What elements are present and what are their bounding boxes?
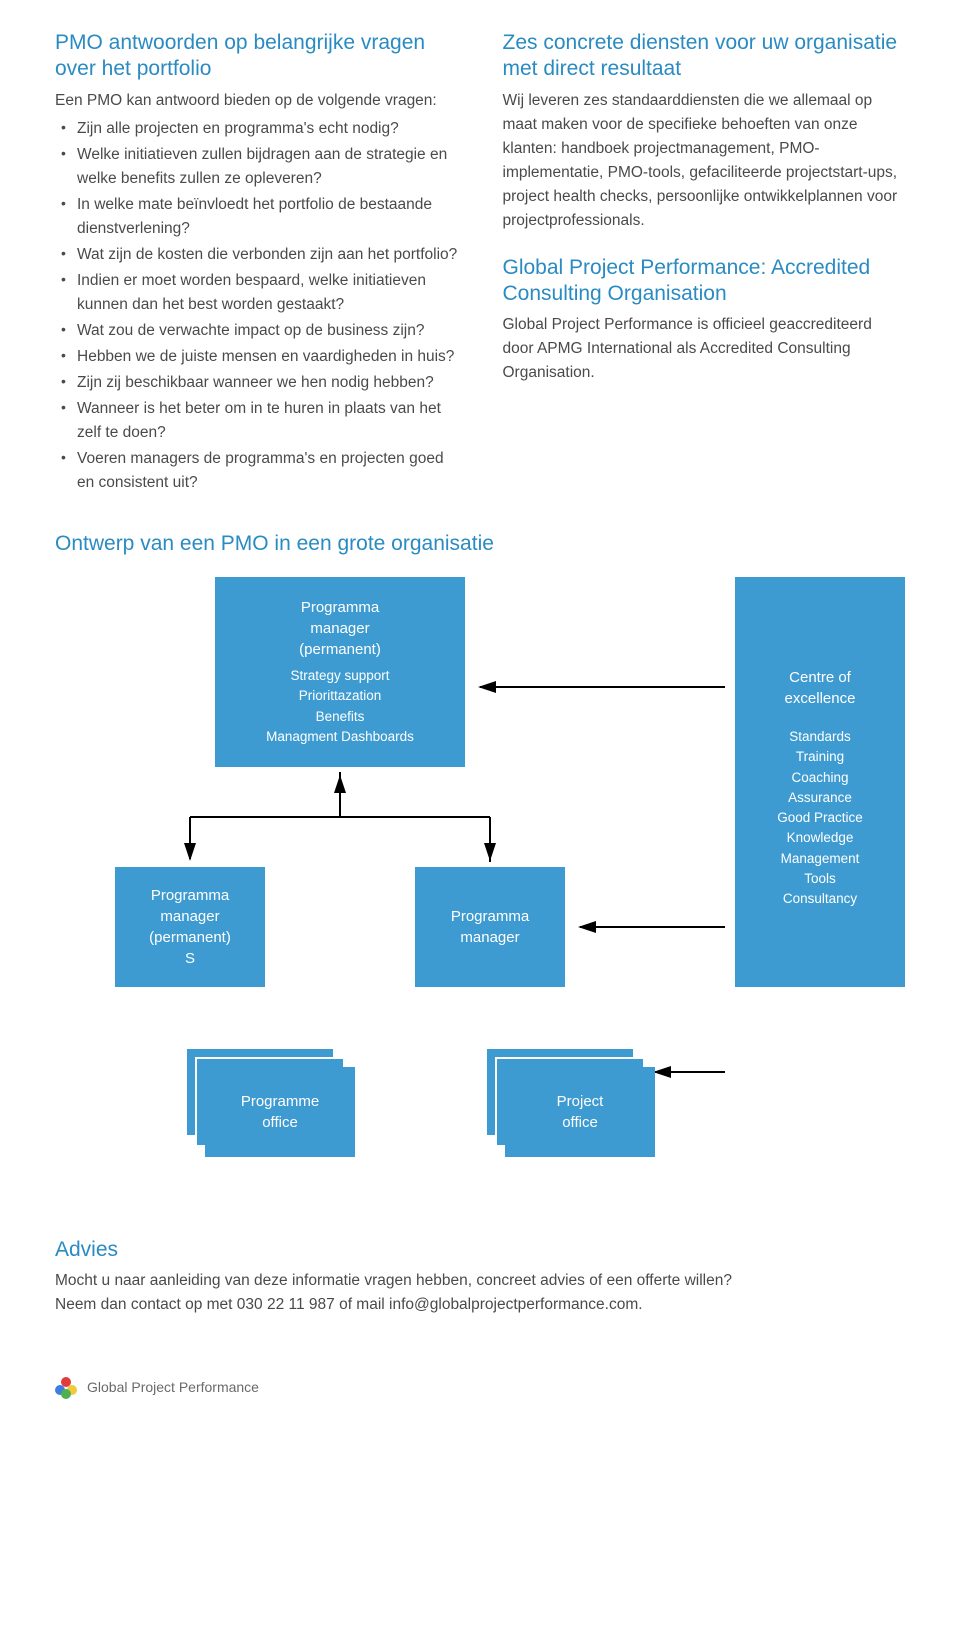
diagram-title: Ontwerp van een PMO in een grote organis… — [55, 531, 905, 557]
node-programma-manager-left: Programmamanager(permanent)S — [115, 867, 265, 987]
node-centre-of-excellence: Centre ofexcellence StandardsTrainingCoa… — [735, 577, 905, 987]
node-title: Programmamanager(permanent) — [223, 597, 457, 660]
node-title: Programmeoffice — [213, 1091, 347, 1133]
node-title: Projectoffice — [513, 1091, 647, 1133]
list-item: Voeren managers de programma's en projec… — [55, 447, 458, 495]
advice-section: Advies Mocht u naar aanleiding van deze … — [55, 1237, 905, 1317]
left-column: PMO antwoorden op belangrijke vragen ove… — [55, 30, 458, 497]
right-para-2: Global Project Performance is officieel … — [503, 313, 906, 385]
node-title: Programmamanager — [423, 906, 557, 948]
right-heading-2: Global Project Performance: Accredited C… — [503, 255, 906, 308]
footer-brand: Global Project Performance — [55, 1377, 905, 1399]
list-item: Zijn zij beschikbaar wanneer we hen nodi… — [55, 371, 458, 395]
logo-icon — [55, 1377, 77, 1399]
two-column-layout: PMO antwoorden op belangrijke vragen ove… — [55, 30, 905, 497]
advice-line-1: Mocht u naar aanleiding van deze informa… — [55, 1269, 905, 1293]
right-para-1: Wij leveren zes standaarddiensten die we… — [503, 89, 906, 233]
node-programma-manager-mid: Programmamanager — [415, 867, 565, 987]
list-item: Hebben we de juiste mensen en vaardighed… — [55, 345, 458, 369]
list-item: Welke initiatieven zullen bijdragen aan … — [55, 143, 458, 191]
node-title: Programmamanager(permanent)S — [123, 885, 257, 969]
node-programma-manager-top: Programmamanager(permanent) Strategy sup… — [215, 577, 465, 767]
right-column: Zes concrete diensten voor uw organisati… — [503, 30, 906, 497]
list-item: In welke mate beïnvloedt het portfolio d… — [55, 193, 458, 241]
right-heading-1: Zes concrete diensten voor uw organisati… — [503, 30, 906, 83]
node-sub: Strategy supportPriorittazationBenefitsM… — [223, 666, 457, 747]
node-sub: StandardsTrainingCoachingAssuranceGood P… — [743, 727, 897, 909]
list-item: Indien er moet worden bespaard, welke in… — [55, 269, 458, 317]
node-programme-office-stack: Programmeoffice — [185, 1047, 355, 1157]
node-project-office-stack: Projectoffice — [485, 1047, 655, 1157]
list-item: Zijn alle projecten en programma's echt … — [55, 117, 458, 141]
left-bullet-list: Zijn alle projecten en programma's echt … — [55, 117, 458, 495]
advice-heading: Advies — [55, 1237, 905, 1263]
advice-line-2: Neem dan contact op met 030 22 11 987 of… — [55, 1293, 905, 1317]
pmo-diagram: Programmamanager(permanent) Strategy sup… — [55, 577, 905, 1177]
footer-text: Global Project Performance — [87, 1377, 259, 1399]
list-item: Wat zijn de kosten die verbonden zijn aa… — [55, 243, 458, 267]
left-intro: Een PMO kan antwoord bieden op de volgen… — [55, 89, 458, 113]
left-heading: PMO antwoorden op belangrijke vragen ove… — [55, 30, 458, 83]
node-title: Centre ofexcellence — [743, 667, 897, 709]
list-item: Wanneer is het beter om in te huren in p… — [55, 397, 458, 445]
list-item: Wat zou de verwachte impact op de busine… — [55, 319, 458, 343]
